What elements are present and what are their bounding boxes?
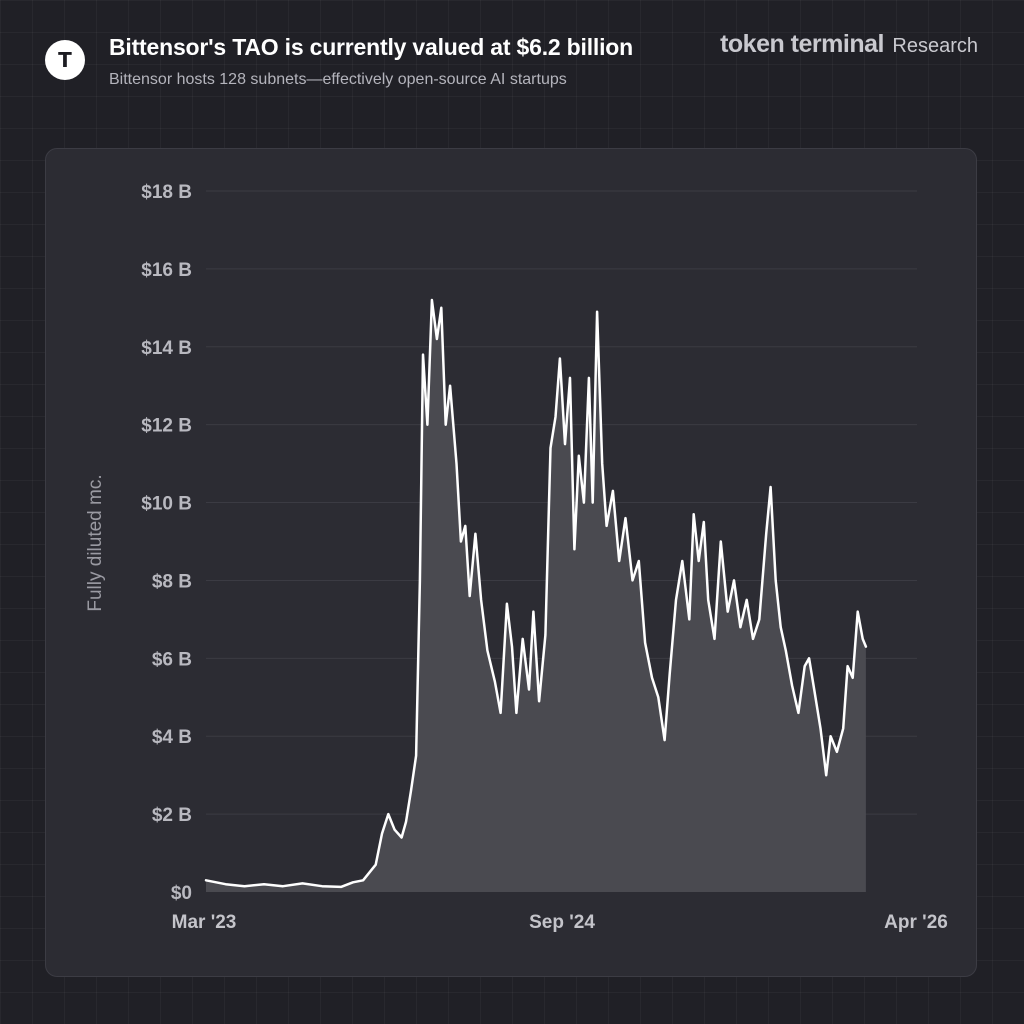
brand-suffix: Research	[892, 35, 978, 57]
y-tick-label: $10 B	[141, 494, 192, 515]
y-tick-label: $8 B	[152, 571, 192, 592]
y-tick-label: $18 B	[141, 182, 192, 203]
page-title: Bittensor's TAO is currently valued at $…	[109, 34, 633, 60]
x-tick-label: Mar '23	[172, 912, 237, 933]
y-tick-label: $2 B	[152, 805, 192, 826]
y-tick-label: $16 B	[141, 260, 192, 281]
logo-glyph: T	[58, 48, 72, 72]
x-tick-label: Sep '24	[529, 912, 595, 933]
fdv-chart: $0 $2 B $4 B $6 B $8 B $10 B $12 B $14 B $16 B $1…	[85, 182, 948, 933]
tokenterminal-logo: T	[45, 40, 85, 80]
area-fill	[206, 300, 866, 892]
x-tick-label: Apr '26	[884, 912, 948, 933]
chart-panel: $0 $2 B $4 B $6 B $8 B $10 B $12 B $14 B $16 B $1…	[45, 148, 977, 977]
brand-wordmark: token terminal Research	[720, 30, 978, 59]
brand-name: token terminal	[720, 30, 884, 58]
fdv-series-line	[204, 298, 868, 889]
y-tick-label: $0	[171, 883, 192, 904]
page-subtitle: Bittensor hosts 128 subnets—effectively …	[109, 71, 567, 88]
y-tick-label: $12 B	[141, 416, 192, 437]
y-tick-label: $4 B	[152, 727, 192, 748]
y-tick-label: $14 B	[141, 338, 192, 359]
y-axis-label: Fully diluted mc.	[85, 474, 106, 611]
y-tick-label: $6 B	[152, 649, 192, 670]
